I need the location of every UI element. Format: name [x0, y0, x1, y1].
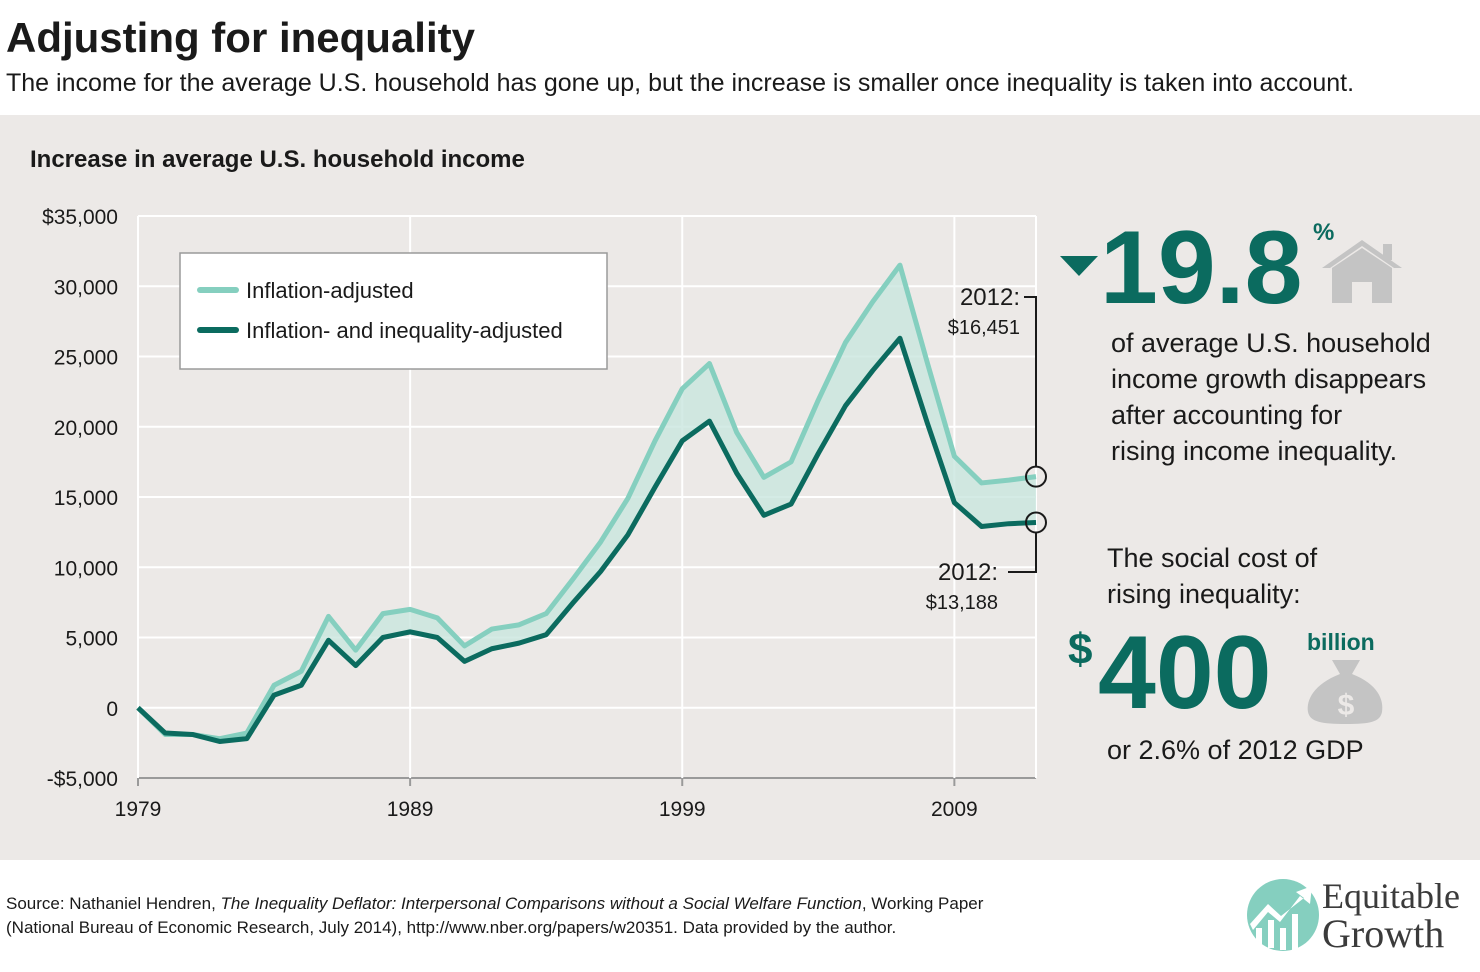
legend-label: Inflation-adjusted — [246, 278, 414, 303]
annotation-leader — [1024, 296, 1037, 467]
x-tick-label: 1979 — [115, 798, 162, 821]
logo-text: Equitable — [1322, 876, 1460, 916]
source-work: The Inequality Deflator: Interpersonal C… — [221, 894, 862, 913]
annotation-amount: $16,451 — [948, 317, 1020, 339]
share-text: income growth disappears — [1111, 364, 1426, 394]
cost-currency: $ — [1068, 625, 1092, 674]
plot-area: -$5,000 0 5,000 10,000 15,000 20,000 25,000 30,… — [42, 206, 1047, 821]
house-icon — [1322, 240, 1402, 303]
y-tick-label: 20,000 — [54, 417, 118, 440]
svg-text:$: $ — [1338, 689, 1355, 722]
y-tick-label: 30,000 — [54, 276, 118, 299]
y-tick-label: -$5,000 — [47, 768, 118, 791]
x-tick-label: 1989 — [387, 798, 434, 821]
chart-title: Increase in average U.S. household incom… — [30, 146, 525, 173]
x-tick-label: 2009 — [931, 798, 978, 821]
series-line — [136, 262, 1037, 742]
cost-note: or 2.6% of 2012 GDP — [1107, 735, 1364, 765]
annotation-year: 2012: — [960, 284, 1020, 311]
y-tick-label: $35,000 — [42, 206, 118, 229]
series-line — [136, 335, 1037, 744]
source-prefix: Source: Nathaniel Hendren, — [6, 894, 221, 913]
share-text: of average U.S. household — [1111, 328, 1431, 358]
page-subtitle: The income for the average U.S. househol… — [6, 69, 1354, 97]
y-tick-label: 10,000 — [54, 557, 118, 580]
annotation-year: 2012: — [938, 559, 998, 586]
cost-number: 400 — [1098, 615, 1272, 731]
logo-text: Growth — [1322, 911, 1444, 956]
source-line: Source: Nathaniel Hendren, The Inequalit… — [6, 894, 984, 913]
source-line: (National Bureau of Economic Research, J… — [6, 918, 896, 937]
source-suffix: , Working Paper — [862, 894, 984, 913]
share-text: after accounting for — [1111, 400, 1342, 430]
y-tick-label: 15,000 — [54, 487, 118, 510]
y-tick-label: 0 — [106, 698, 118, 721]
logo-mark — [1247, 879, 1319, 951]
x-tick-label: 1999 — [659, 798, 706, 821]
down-arrow — [1060, 256, 1098, 276]
share-unit: % — [1313, 219, 1334, 246]
y-tick-label: 5,000 — [65, 628, 118, 651]
annotation-amount: $13,188 — [926, 592, 998, 614]
share-number: 19.8 — [1100, 210, 1302, 326]
annotation-leader — [1008, 532, 1037, 573]
legend-label: Inflation- and inequality-adjusted — [246, 318, 563, 343]
page-title: Adjusting for inequality — [6, 14, 476, 61]
legend-box — [179, 252, 608, 370]
share-text: rising income inequality. — [1111, 436, 1397, 466]
money-bag-icon: $ — [1307, 660, 1383, 724]
cost-text: The social cost of — [1107, 543, 1318, 573]
cost-unit: billion — [1307, 629, 1375, 655]
cost-text: rising inequality: — [1107, 579, 1301, 609]
y-tick-label: 25,000 — [54, 347, 118, 370]
